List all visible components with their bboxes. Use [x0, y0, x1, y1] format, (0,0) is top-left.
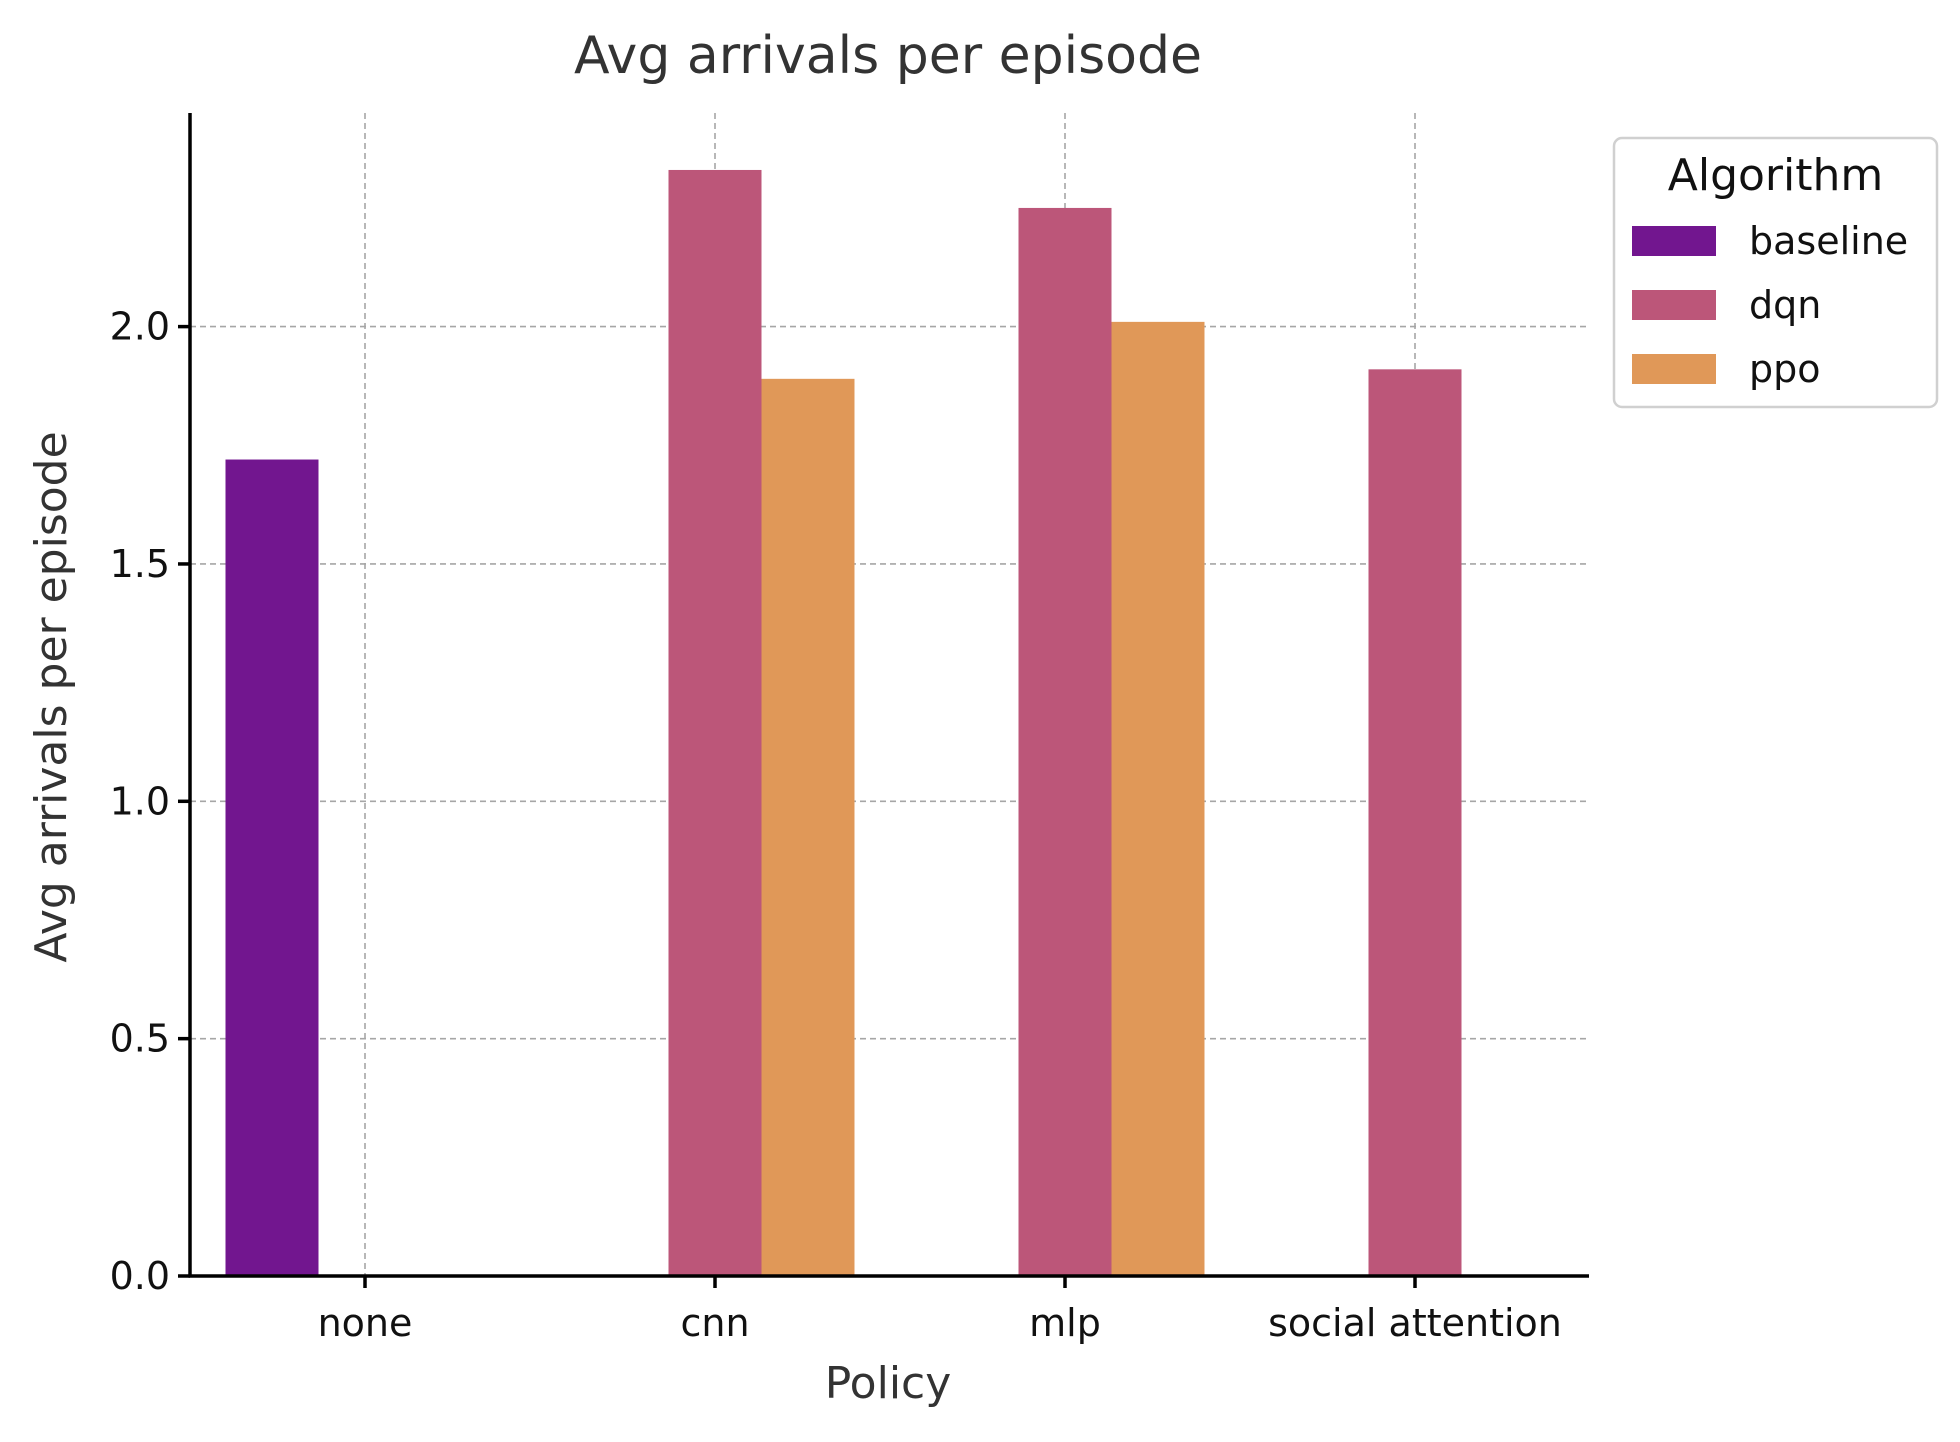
chart-title: Avg arrivals per episode [574, 26, 1202, 86]
y-tick-label: 2.0 [110, 305, 170, 349]
x-tick-label: social attention [1268, 1301, 1562, 1345]
legend-box [1612, 136, 1939, 409]
legend: Algorithm baseline dqn ppo [1612, 136, 1939, 409]
legend-label-dqn: dqn [1749, 283, 1821, 327]
x-axis-label: Policy [825, 1358, 952, 1409]
y-tick-label: 0.5 [110, 1017, 170, 1061]
y-tick-label: 1.0 [110, 779, 170, 823]
x-tick-label: mlp [1029, 1301, 1101, 1345]
bars [225, 169, 1462, 1277]
legend-swatch-ppo [1632, 354, 1716, 384]
bar-ppo-cnn [761, 378, 855, 1276]
bar-dqn-mlp [1018, 207, 1112, 1277]
bar-ppo-mlp [1111, 321, 1205, 1276]
y-tick-label: 0.0 [110, 1254, 170, 1298]
x-tick-label: none [318, 1301, 413, 1345]
legend-title: Algorithm [1668, 150, 1884, 201]
y-axis-label: Avg arrivals per episode [26, 431, 77, 962]
bar-baseline-none [225, 459, 319, 1277]
axes: 0.0 0.5 1.0 1.5 2.0 none cnn mlp social attentio… [110, 113, 1589, 1345]
legend-label-ppo: ppo [1749, 347, 1821, 391]
legend-swatch-dqn [1632, 290, 1716, 320]
bar-dqn-social-attention [1368, 369, 1462, 1276]
x-tick-label: cnn [680, 1301, 749, 1345]
bar-dqn-cnn [668, 169, 762, 1277]
y-tick-label: 1.5 [110, 542, 170, 586]
legend-swatch-baseline [1632, 226, 1716, 256]
legend-label-baseline: baseline [1749, 219, 1908, 263]
